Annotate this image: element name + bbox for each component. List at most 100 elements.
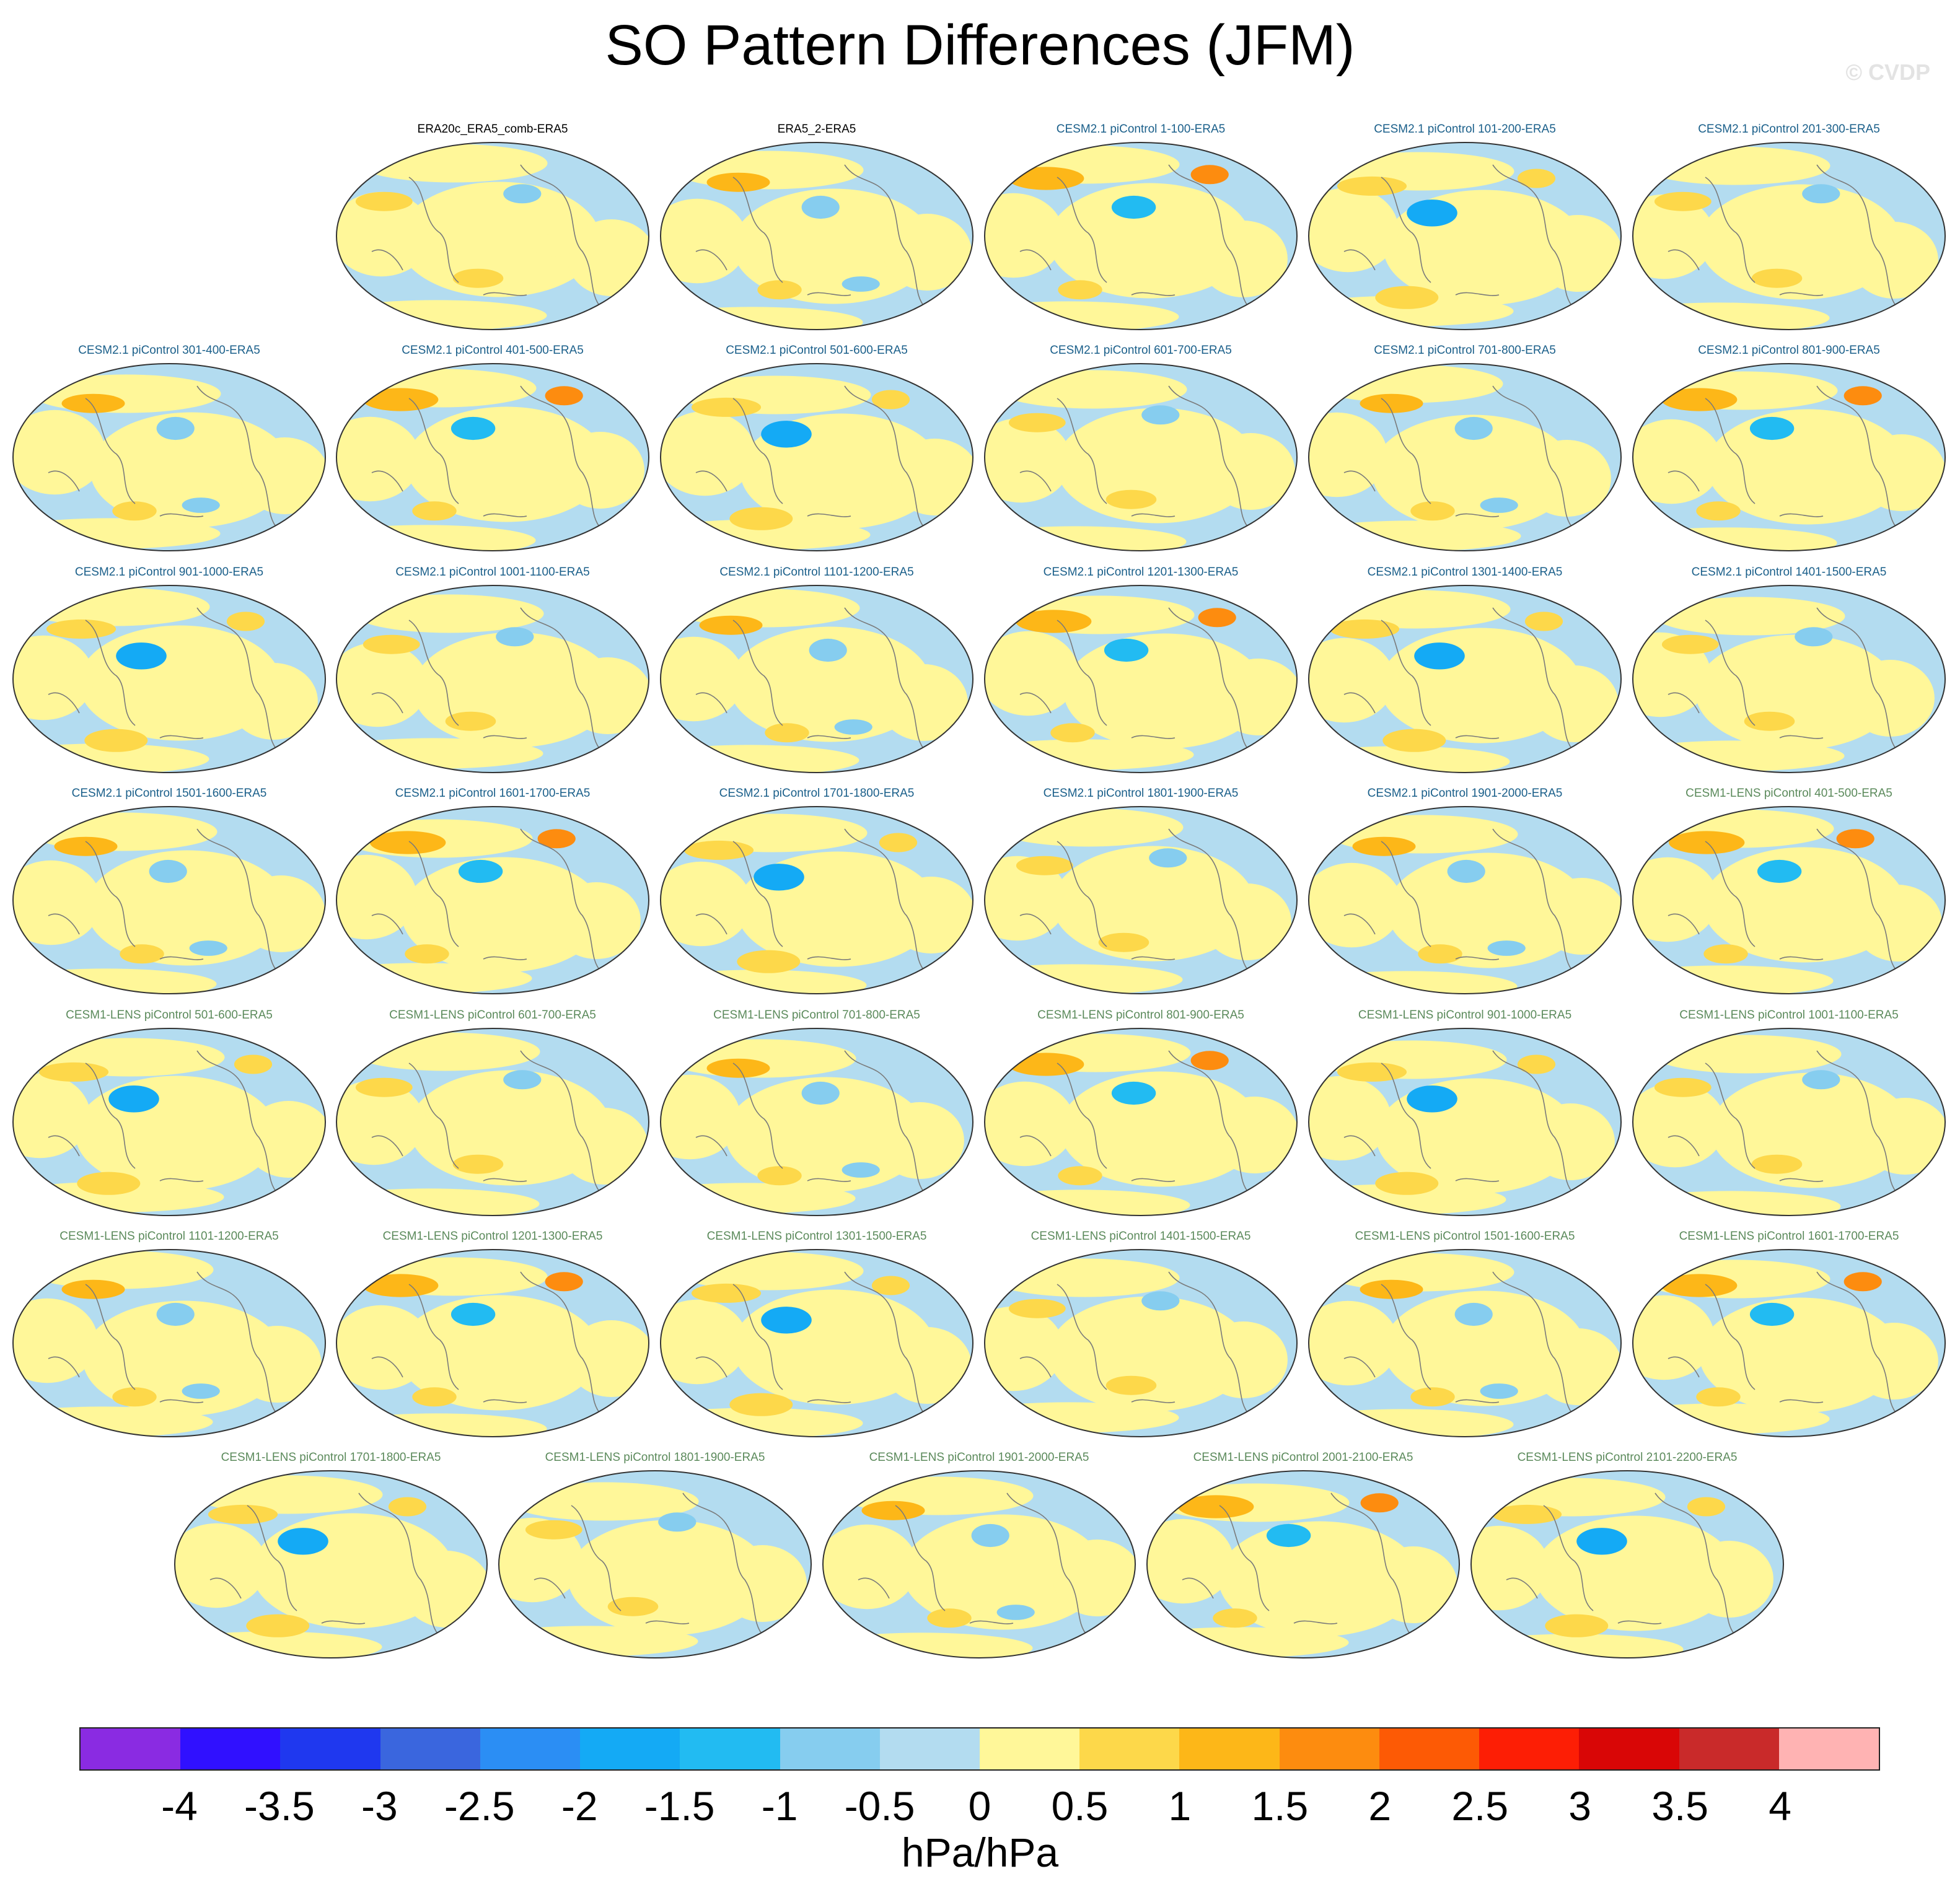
map-panel: CESM1-LENS piControl 1001-1100-ERA5 bbox=[1631, 1007, 1947, 1218]
page-title: SO Pattern Differences (JFM) bbox=[605, 14, 1355, 77]
map-panel: CESM1-LENS piControl 1201-1300-ERA5 bbox=[335, 1229, 651, 1439]
map-image bbox=[1308, 585, 1622, 773]
map-image bbox=[12, 585, 326, 773]
map-panel: CESM2.1 piControl 401-500-ERA5 bbox=[335, 343, 651, 553]
map-panel-label: CESM1-LENS piControl 701-800-ERA5 bbox=[713, 1009, 920, 1022]
colorbar-tick-label: -2 bbox=[561, 1783, 598, 1829]
map-image bbox=[984, 1028, 1298, 1216]
colorbar-swatch bbox=[780, 1728, 880, 1769]
map-panel-label: CESM1-LENS piControl 2001-2100-ERA5 bbox=[1193, 1451, 1413, 1464]
map-panel-label: CESM1-LENS piControl 901-1000-ERA5 bbox=[1358, 1009, 1572, 1022]
map-panel-label: CESM1-LENS piControl 1601-1700-ERA5 bbox=[1679, 1230, 1899, 1243]
map-image bbox=[12, 1028, 326, 1216]
map-image bbox=[1632, 1028, 1946, 1216]
map-panel-label: CESM2.1 piControl 1301-1400-ERA5 bbox=[1367, 566, 1563, 579]
map-image bbox=[1308, 1249, 1622, 1437]
colorbar-swatch bbox=[580, 1728, 680, 1769]
colorbar-tick-label: -3.5 bbox=[244, 1783, 315, 1829]
map-panel-label: CESM1-LENS piControl 1901-2000-ERA5 bbox=[869, 1451, 1089, 1464]
map-panel: CESM2.1 piControl 1101-1200-ERA5 bbox=[659, 564, 975, 775]
map-image bbox=[12, 806, 326, 994]
colorbar-tick-label: -3 bbox=[361, 1783, 398, 1829]
map-panel-label: CESM2.1 piControl 1601-1700-ERA5 bbox=[395, 787, 591, 800]
map-panel: ERA20c_ERA5_comb-ERA5 bbox=[335, 121, 651, 332]
colorbar-swatch bbox=[380, 1728, 480, 1769]
map-panel: CESM2.1 piControl 1301-1400-ERA5 bbox=[1307, 564, 1623, 775]
colorbar-swatch bbox=[1379, 1728, 1480, 1769]
colorbar-tick-label: -1 bbox=[761, 1783, 798, 1829]
map-image bbox=[12, 363, 326, 551]
map-image bbox=[336, 363, 649, 551]
map-panel-label: CESM2.1 piControl 801-900-ERA5 bbox=[1698, 344, 1880, 357]
map-image bbox=[660, 1249, 973, 1437]
map-panel: CESM1-LENS piControl 1401-1500-ERA5 bbox=[983, 1229, 1299, 1439]
colorbar-swatch bbox=[879, 1728, 980, 1769]
map-panel: CESM1-LENS piControl 901-1000-ERA5 bbox=[1307, 1007, 1623, 1218]
map-image bbox=[984, 806, 1298, 994]
map-image bbox=[1470, 1470, 1784, 1658]
map-panel: CESM1-LENS piControl 601-700-ERA5 bbox=[335, 1007, 651, 1218]
colorbar-tick-label: 1.5 bbox=[1251, 1783, 1309, 1829]
map-panel: CESM2.1 piControl 901-1000-ERA5 bbox=[11, 564, 327, 775]
map-panel-label: CESM1-LENS piControl 1201-1300-ERA5 bbox=[382, 1230, 603, 1243]
map-image bbox=[822, 1470, 1136, 1658]
map-panel: CESM1-LENS piControl 1601-1700-ERA5 bbox=[1631, 1229, 1947, 1439]
colorbar-swatch bbox=[1179, 1728, 1280, 1769]
colorbar-tick-labels: -4 -3.5 -3 -2.5 -2 -1.5 -1 -0.5 0 0.5 1 1.5 2 2.5 3 3.5… bbox=[0, 1781, 1960, 1837]
map-panel-label: CESM1-LENS piControl 601-700-ERA5 bbox=[389, 1009, 596, 1022]
map-panel: CESM2.1 piControl 1201-1300-ERA5 bbox=[983, 564, 1299, 775]
map-image bbox=[1308, 1028, 1622, 1216]
map-panel: CESM1-LENS piControl 2101-2200-ERA5 bbox=[1469, 1450, 1785, 1660]
map-panel-label: CESM2.1 piControl 1701-1800-ERA5 bbox=[719, 787, 915, 800]
colorbar-tick-label: -1.5 bbox=[644, 1783, 715, 1829]
map-panel: CESM2.1 piControl 1401-1500-ERA5 bbox=[1631, 564, 1947, 775]
map-panel-label: CESM2.1 piControl 401-500-ERA5 bbox=[402, 344, 584, 357]
map-panel-label: CESM2.1 piControl 1401-1500-ERA5 bbox=[1691, 566, 1887, 579]
map-panel: CESM1-LENS piControl 1301-1500-ERA5 bbox=[659, 1229, 975, 1439]
colorbar-tick-label: 3 bbox=[1568, 1783, 1592, 1829]
map-panel-label: CESM2.1 piControl 1201-1300-ERA5 bbox=[1043, 566, 1239, 579]
map-image bbox=[660, 142, 973, 330]
map-panel-label: CESM2.1 piControl 201-300-ERA5 bbox=[1698, 123, 1880, 136]
colorbar-tick-label: 0 bbox=[968, 1783, 991, 1829]
colorbar-swatch bbox=[1079, 1728, 1180, 1769]
colorbar-tick-label: -2.5 bbox=[444, 1783, 515, 1829]
map-panel: CESM2.1 piControl 301-400-ERA5 bbox=[11, 343, 327, 553]
colorbar-tick-label: 3.5 bbox=[1651, 1783, 1708, 1829]
map-panel-label: CESM1-LENS piControl 1501-1600-ERA5 bbox=[1355, 1230, 1575, 1243]
map-panel: CESM1-LENS piControl 1701-1800-ERA5 bbox=[173, 1450, 489, 1660]
map-panel: CESM1-LENS piControl 1901-2000-ERA5 bbox=[821, 1450, 1137, 1660]
map-image bbox=[660, 585, 973, 773]
map-panel: CESM2.1 piControl 701-800-ERA5 bbox=[1307, 343, 1623, 553]
map-image bbox=[1632, 1249, 1946, 1437]
colorbar-tick-label: 2.5 bbox=[1451, 1783, 1509, 1829]
map-panel-label: CESM2.1 piControl 1801-1900-ERA5 bbox=[1043, 787, 1239, 800]
map-image bbox=[1308, 142, 1622, 330]
map-panel: CESM2.1 piControl 1-100-ERA5 bbox=[983, 121, 1299, 332]
map-image bbox=[984, 363, 1298, 551]
map-panel: CESM1-LENS piControl 401-500-ERA5 bbox=[1631, 786, 1947, 996]
map-image bbox=[1632, 806, 1946, 994]
colorbar-swatch bbox=[979, 1728, 1080, 1769]
map-panel: CESM1-LENS piControl 701-800-ERA5 bbox=[659, 1007, 975, 1218]
map-image bbox=[1632, 585, 1946, 773]
map-panel: CESM2.1 piControl 501-600-ERA5 bbox=[659, 343, 975, 553]
map-panel: CESM1-LENS piControl 1101-1200-ERA5 bbox=[11, 1229, 327, 1439]
map-panel: CESM1-LENS piControl 501-600-ERA5 bbox=[11, 1007, 327, 1218]
map-image bbox=[1146, 1470, 1460, 1658]
map-image bbox=[1308, 363, 1622, 551]
map-panel-label: CESM1-LENS piControl 1701-1800-ERA5 bbox=[221, 1451, 441, 1464]
colorbar-swatch bbox=[1279, 1728, 1379, 1769]
map-panel-label: CESM2.1 piControl 1101-1200-ERA5 bbox=[719, 566, 914, 579]
colorbar-swatch bbox=[180, 1728, 281, 1769]
map-image bbox=[12, 1249, 326, 1437]
map-panel-label: CESM2.1 piControl 701-800-ERA5 bbox=[1374, 344, 1556, 357]
colorbar-units: hPa/hPa bbox=[901, 1829, 1059, 1875]
map-panel-label: CESM2.1 piControl 1-100-ERA5 bbox=[1056, 123, 1226, 136]
map-panel-label: CESM1-LENS piControl 1301-1500-ERA5 bbox=[706, 1230, 927, 1243]
map-panel: CESM2.1 piControl 1601-1700-ERA5 bbox=[335, 786, 651, 996]
colorbar-swatch bbox=[1479, 1728, 1580, 1769]
map-image bbox=[1308, 806, 1622, 994]
map-panel: ERA5_2-ERA5 bbox=[659, 121, 975, 332]
map-image bbox=[984, 142, 1298, 330]
